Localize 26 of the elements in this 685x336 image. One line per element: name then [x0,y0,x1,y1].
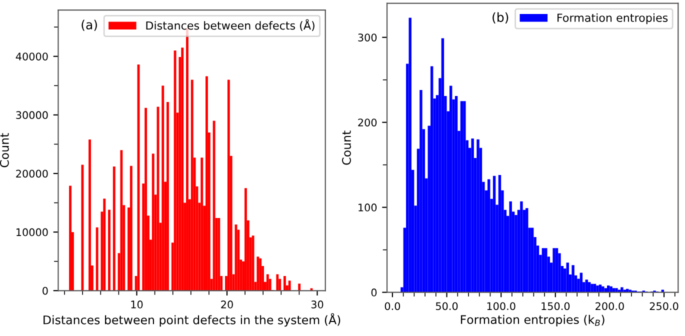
x-axis-title: Distances between point defects in the system (Å) [44,313,340,327]
y-axis-title: Count [342,130,351,165]
y-tick-label: 100 [358,204,377,212]
x-tick-label: 0.0 [384,302,400,310]
legend-label: Distances between defects (Å) [146,19,314,32]
y-tick-label: 200 [358,118,377,126]
y-tick-label: 300 [358,34,377,42]
annotation: (a) [82,20,97,31]
y-tick-label: 40000 [16,52,48,60]
legend-label: Formation entropies [558,13,668,24]
y-tick-label: 0 [371,288,377,296]
x-tick-label: 200.0 [596,302,624,310]
y-tick-label: 0 [42,286,48,295]
y-tick-label: 30000 [16,111,48,120]
x-tick-label: 20 [221,300,233,308]
x-axis-title: Formation entropies (k$_{B}$) [460,314,604,326]
x-tick-label: 50.0 [436,302,458,310]
x-tick-label: 100.0 [487,302,516,310]
y-tick-label: 20000 [16,170,48,178]
y-tick-label: 10000 [16,228,48,236]
x-tick-label: 30 [311,300,324,308]
x-tick-label: 10 [131,300,143,308]
annotation: (b) [492,12,508,24]
y-axis-title: Count [0,133,9,168]
x-tick-label: 250.0 [650,302,678,310]
x-tick-label: 150.0 [542,302,570,310]
